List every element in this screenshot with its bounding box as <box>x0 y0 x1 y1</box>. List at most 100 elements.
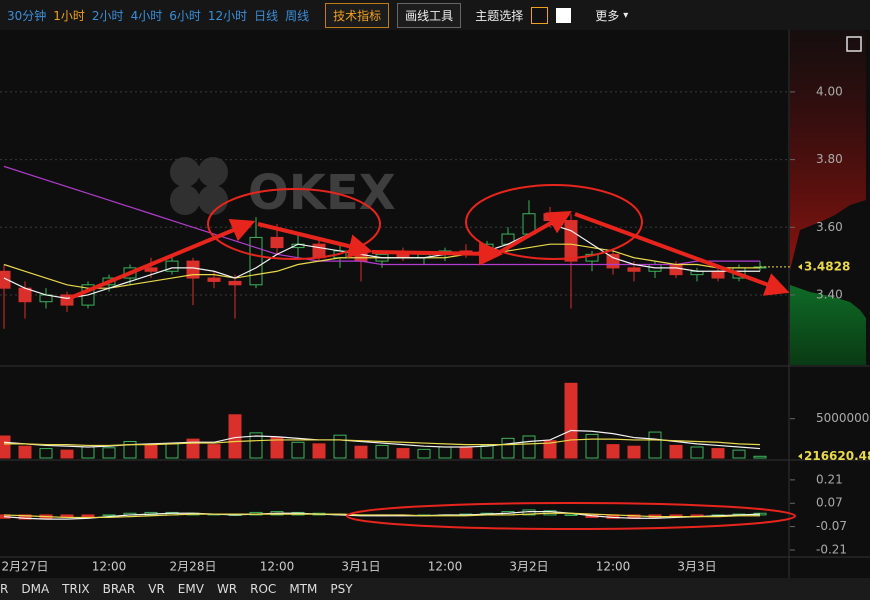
indicator-tab[interactable]: PSY <box>330 582 353 596</box>
candle-body <box>60 294 74 306</box>
x-tick-label: 3月3日 <box>677 560 716 574</box>
annotations <box>69 184 796 530</box>
theme-light[interactable] <box>556 7 572 23</box>
period-option[interactable]: 日线 <box>254 8 279 23</box>
x-tick-label: 12:00 <box>428 560 463 574</box>
candle-body <box>228 280 242 286</box>
bar <box>81 446 95 459</box>
bar <box>522 435 536 459</box>
bar <box>102 447 116 459</box>
bar <box>312 443 326 459</box>
period-option[interactable]: 4小时 <box>130 8 163 23</box>
indicator-line <box>3 223 760 299</box>
indicator-button[interactable]: 技术指标 <box>325 2 390 28</box>
candle-body <box>354 250 368 262</box>
candle-body <box>186 260 200 279</box>
bar <box>123 440 137 459</box>
candle-body <box>270 236 284 249</box>
bar <box>564 382 578 459</box>
indicator-tab[interactable]: EMV <box>177 582 204 596</box>
indicator-tab[interactable]: WR <box>216 582 238 596</box>
indicator-tab[interactable]: TRIX <box>62 582 90 596</box>
period-option[interactable]: 12小时 <box>207 8 248 23</box>
bar <box>0 435 11 459</box>
candle-body <box>165 260 179 272</box>
candle-body <box>585 253 599 262</box>
last-marker <box>798 263 802 270</box>
bar <box>144 444 158 459</box>
bar <box>585 433 599 459</box>
candle-body <box>207 277 221 282</box>
bar <box>690 514 704 517</box>
indicator-tab[interactable]: MTM <box>289 582 318 596</box>
period-option[interactable]: 6小时 <box>169 8 201 23</box>
bar <box>228 414 242 459</box>
bar <box>459 447 473 459</box>
indicator-tab[interactable]: BRAR <box>102 582 136 596</box>
indicator-line <box>3 510 761 520</box>
depth-sell <box>790 30 866 270</box>
candle-body <box>711 270 725 279</box>
fullscreen-icon[interactable] <box>846 36 862 52</box>
period-option[interactable]: 30分钟 <box>7 8 47 23</box>
theme-dark[interactable] <box>531 6 549 24</box>
candle-body <box>669 264 683 276</box>
bar <box>564 514 578 516</box>
x-tick-label: 12:00 <box>260 560 295 574</box>
bar <box>354 445 368 459</box>
watermark: OKEX <box>248 165 396 221</box>
bar <box>669 444 683 459</box>
drawing-button[interactable]: 画线工具 <box>397 2 462 28</box>
chart: OKEX 4.00 3.80 3.60 3.40 3.4828 2月27日 12:00 2月2… <box>0 30 870 578</box>
y-tick-label: 0.21 <box>816 472 843 486</box>
candle-body <box>564 220 578 262</box>
y-tick-label: 3.40 <box>816 287 843 301</box>
last-value: 3.4828 <box>804 259 850 273</box>
y-tick-label: 5000000.00 <box>816 411 870 425</box>
x-tick-label: 3月1日 <box>341 560 380 574</box>
y-tick-label: -0.07 <box>816 519 847 533</box>
more-menu[interactable]: 更多 <box>595 8 620 23</box>
bar <box>711 448 725 459</box>
period-option[interactable]: 2小时 <box>91 8 124 23</box>
bar <box>732 449 746 459</box>
y-tick-label: 4.00 <box>816 84 843 98</box>
bar <box>81 514 95 518</box>
bar <box>438 446 452 459</box>
depth-buy <box>790 285 866 365</box>
period-option[interactable]: 周线 <box>285 8 310 23</box>
indicator-tab[interactable]: ROC <box>250 582 277 596</box>
bar <box>186 438 200 459</box>
y-tick-label: 3.60 <box>816 220 843 234</box>
x-tick-label: 2月27日 <box>2 560 49 574</box>
bar <box>18 445 32 459</box>
x-tick-label: 12:00 <box>596 560 631 574</box>
x-tick-label: 2月28日 <box>170 560 217 574</box>
bar <box>606 444 620 459</box>
bar <box>207 444 221 459</box>
bar <box>102 514 116 516</box>
candle-body <box>606 253 620 269</box>
bar <box>270 437 284 459</box>
bar <box>165 443 179 459</box>
indicator-line <box>4 438 761 447</box>
candle-body <box>249 236 263 286</box>
candle-body <box>0 270 11 289</box>
indicator-tab[interactable]: DMA <box>21 582 50 596</box>
more-caret: ▾ <box>623 9 629 21</box>
bar <box>543 440 557 459</box>
indicator-tab[interactable]: VR <box>148 582 165 596</box>
indicator-tabs: R DMA TRIX BRAR VR EMV WR ROC MTM PSY <box>0 578 870 600</box>
x-tick-label: 12:00 <box>92 560 127 574</box>
candle-body <box>144 267 158 272</box>
bar <box>39 448 53 459</box>
bar <box>753 455 767 459</box>
background <box>0 30 870 578</box>
bar <box>690 446 704 459</box>
bar <box>18 514 32 520</box>
indicator-tab[interactable]: R <box>0 582 9 596</box>
watermark-logo <box>170 157 228 215</box>
bar <box>375 444 389 459</box>
period-option[interactable]: 1小时 <box>53 8 85 23</box>
